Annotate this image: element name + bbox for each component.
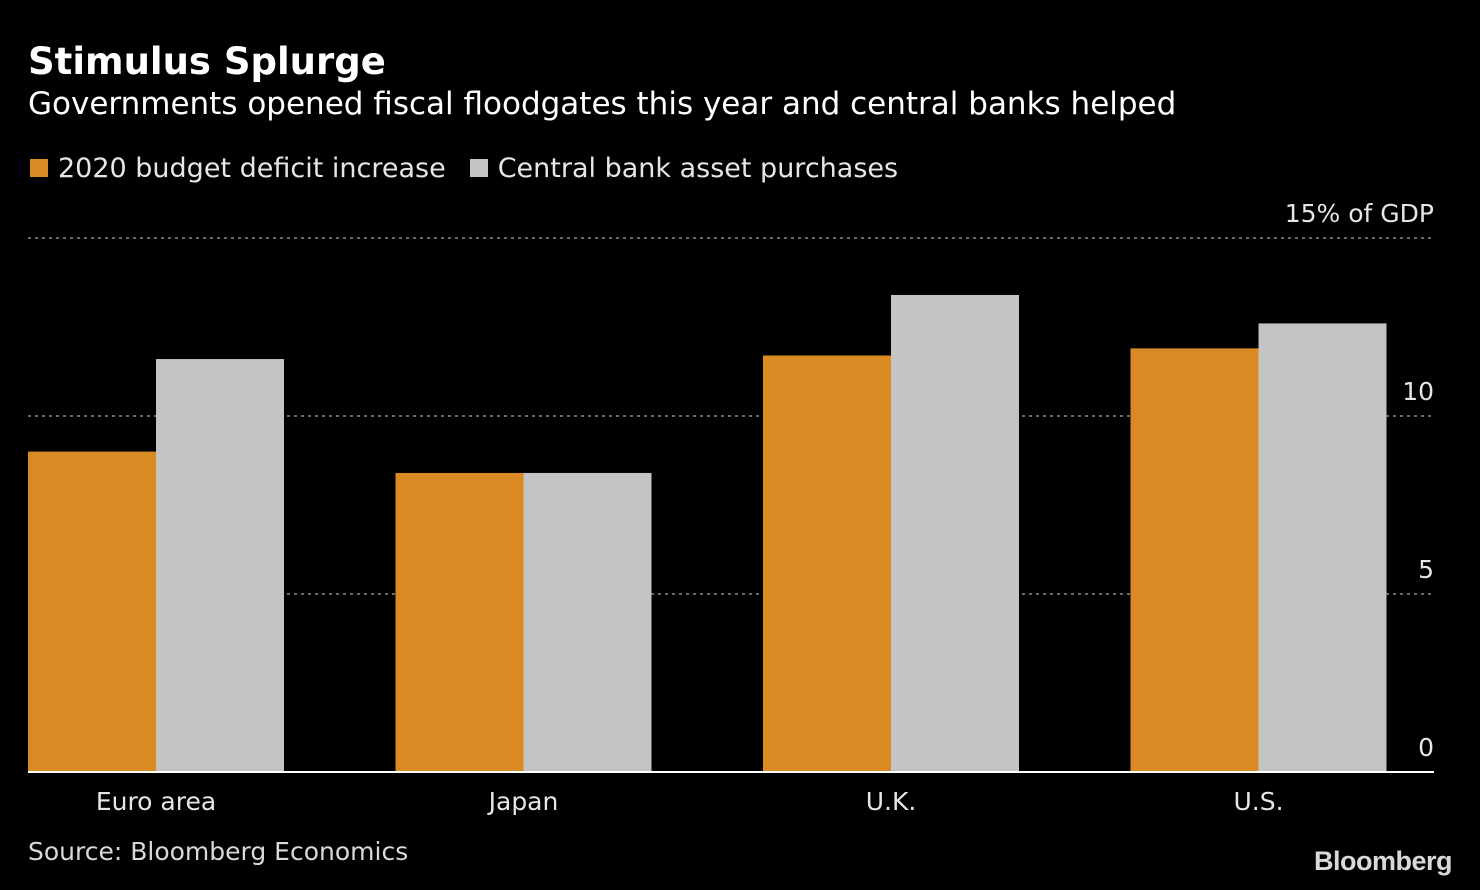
chart-title: Stimulus Splurge — [28, 40, 386, 83]
bar-asset-purchases-2 — [891, 294, 1019, 772]
source-note: Source: Bloomberg Economics — [28, 837, 409, 866]
bar-budget-deficit-0 — [28, 451, 156, 772]
legend-item-asset-purchases: Central bank asset purchases — [469, 152, 899, 184]
bar-asset-purchases-3 — [1258, 323, 1387, 772]
legend-swatch-budget-deficit — [30, 159, 48, 177]
bar-budget-deficit-1 — [395, 472, 524, 772]
x-tick-label-2: U.K. — [866, 787, 917, 816]
legend-item-budget-deficit: 2020 budget deficit increase — [30, 153, 446, 184]
bar-asset-purchases-0 — [156, 359, 284, 772]
bar-budget-deficit-3 — [1130, 348, 1259, 772]
x-tick-label-1: Japan — [487, 787, 559, 816]
x-tick-label-0: Euro area — [96, 787, 216, 816]
y-tick-label-5: 5 — [1418, 555, 1434, 584]
bloomberg-logo: Bloomberg — [1313, 846, 1453, 876]
y-tick-label-0: 0 — [1418, 733, 1434, 762]
legend-label-budget-deficit: 2020 budget deficit increase — [58, 152, 446, 184]
y-tick-label-10: 10 — [1402, 377, 1434, 406]
bar-budget-deficit-2 — [763, 355, 891, 772]
x-tick-label-3: U.S. — [1233, 787, 1283, 816]
legend-swatch-asset-purchases — [469, 159, 488, 177]
legend: 2020 budget deficit increase Central ban… — [30, 150, 922, 186]
bar-asset-purchases-1 — [523, 472, 652, 772]
chart-subtitle: Governments opened fiscal floodgates thi… — [28, 86, 1177, 122]
legend-label-asset-purchases: Central bank asset purchases — [497, 152, 899, 184]
y-tick-label-15: 15% of GDP — [1285, 199, 1434, 228]
bar-chart: 15% of GDP 10 5 0 Euro area Japan U.K. U.S. — [28, 199, 1434, 816]
